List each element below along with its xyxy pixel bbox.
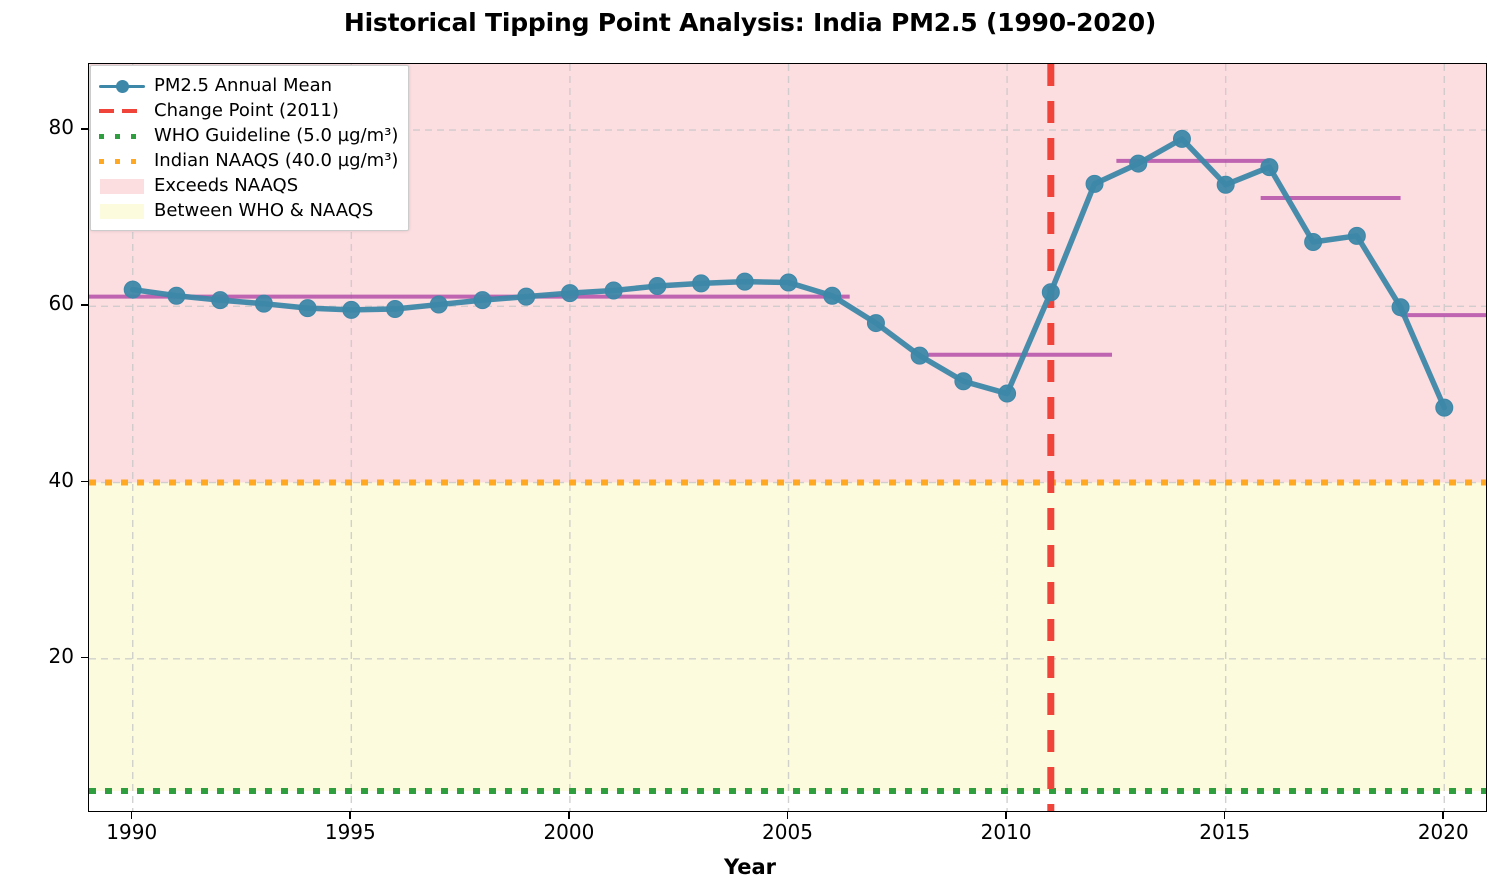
legend-item-6[interactable]: Between WHO & NAAQS (99, 198, 398, 223)
data-point[interactable] (1260, 158, 1279, 177)
legend-item-label: Indian NAAQS (40.0 µg/m³) (154, 150, 399, 171)
legend-swatch-dotted-line-icon (99, 150, 145, 172)
data-point[interactable] (1085, 174, 1104, 193)
x-axis-tick: 2005 (762, 820, 813, 844)
legend-marker-icon (116, 79, 129, 93)
data-point[interactable] (1304, 232, 1323, 251)
data-point[interactable] (473, 291, 492, 310)
x-axis-tick: 2000 (543, 820, 595, 844)
data-point[interactable] (1041, 283, 1060, 302)
data-point[interactable] (560, 284, 579, 303)
page-title: Historical Tipping Point Analysis: India… (343, 8, 1157, 37)
data-point[interactable] (604, 281, 623, 300)
data-point[interactable] (954, 372, 973, 391)
legend-item-label: PM2.5 Annual Mean (154, 75, 333, 96)
x-axis-tick-mark (349, 812, 351, 819)
legend-item-4[interactable]: Indian NAAQS (40.0 µg/m³) (99, 148, 398, 173)
y-axis-tick-mark (81, 304, 88, 306)
data-point[interactable] (1435, 398, 1454, 417)
x-axis-tick-mark (130, 812, 133, 819)
legend-patch-icon (100, 178, 144, 194)
x-axis-tick: 1995 (324, 820, 376, 844)
y-axis-tick-mark (81, 480, 88, 483)
data-point[interactable] (429, 295, 448, 314)
x-axis-tick-mark (1005, 812, 1007, 819)
data-point[interactable] (386, 299, 405, 318)
data-point[interactable] (517, 287, 536, 306)
legend-item-label: Exceeds NAAQS (154, 175, 299, 196)
x-axis-tick: 2010 (980, 820, 1032, 844)
data-point[interactable] (1172, 129, 1191, 148)
legend-item-3[interactable]: WHO Guideline (5.0 µg/m³) (99, 123, 398, 148)
data-point[interactable] (910, 346, 929, 365)
data-point[interactable] (211, 291, 230, 310)
legend-swatch-dotted-line-icon (99, 125, 145, 147)
legend-item-label: Change Point (2011) (154, 100, 339, 121)
data-point[interactable] (1347, 226, 1366, 245)
legend-item-5[interactable]: Exceeds NAAQS (99, 173, 398, 198)
legend-dashed-icon (99, 108, 145, 114)
data-point[interactable] (998, 384, 1017, 403)
data-point[interactable] (1391, 298, 1410, 317)
data-point[interactable] (779, 273, 798, 292)
data-point[interactable] (823, 286, 842, 305)
data-point[interactable] (692, 274, 711, 293)
band-2 (89, 482, 1486, 791)
legend-dotted-icon (99, 134, 145, 139)
y-axis-tick: 20 (48, 643, 74, 668)
x-axis-tick-mark (786, 812, 789, 819)
data-point[interactable] (1216, 175, 1235, 194)
legend-patch-icon (100, 203, 144, 219)
data-point[interactable] (123, 280, 142, 299)
y-axis-tick: 60 (48, 291, 74, 316)
x-axis-tick: 1990 (106, 820, 158, 844)
data-point[interactable] (648, 277, 667, 296)
data-point[interactable] (866, 314, 885, 333)
legend-item-label: Between WHO & NAAQS (154, 200, 374, 221)
data-point[interactable] (735, 272, 754, 291)
chart-legend: PM2.5 Annual Mean Change Point (2011) WHO … (90, 65, 410, 231)
legend-item-2[interactable]: Change Point (2011) (99, 98, 398, 123)
x-axis-label: Year (723, 855, 777, 879)
legend-item-1[interactable]: PM2.5 Annual Mean (99, 73, 398, 98)
legend-item-label: WHO Guideline (5.0 µg/m³) (154, 125, 399, 146)
data-point[interactable] (1129, 154, 1148, 173)
x-axis-tick: 2020 (1417, 820, 1469, 844)
x-axis-tick: 2015 (1199, 820, 1251, 844)
x-axis-tick-mark (567, 812, 570, 819)
data-point[interactable] (298, 299, 317, 318)
x-axis-tick-mark (1442, 812, 1444, 819)
data-point[interactable] (342, 300, 361, 319)
y-axis-tick-mark (81, 656, 88, 659)
legend-swatch-dashed-line-icon (99, 100, 145, 122)
legend-swatch-line-marker-icon (99, 75, 145, 97)
y-axis-tick-mark (81, 128, 88, 130)
legend-dotted-icon (99, 159, 145, 164)
y-axis-tick: 40 (48, 467, 74, 492)
data-point[interactable] (254, 294, 273, 313)
legend-swatch-patch-icon (99, 200, 145, 222)
x-axis-tick-mark (1223, 812, 1226, 819)
y-axis-tick: 80 (48, 115, 74, 140)
legend-swatch-patch-icon (99, 175, 145, 197)
data-point[interactable] (167, 286, 186, 305)
